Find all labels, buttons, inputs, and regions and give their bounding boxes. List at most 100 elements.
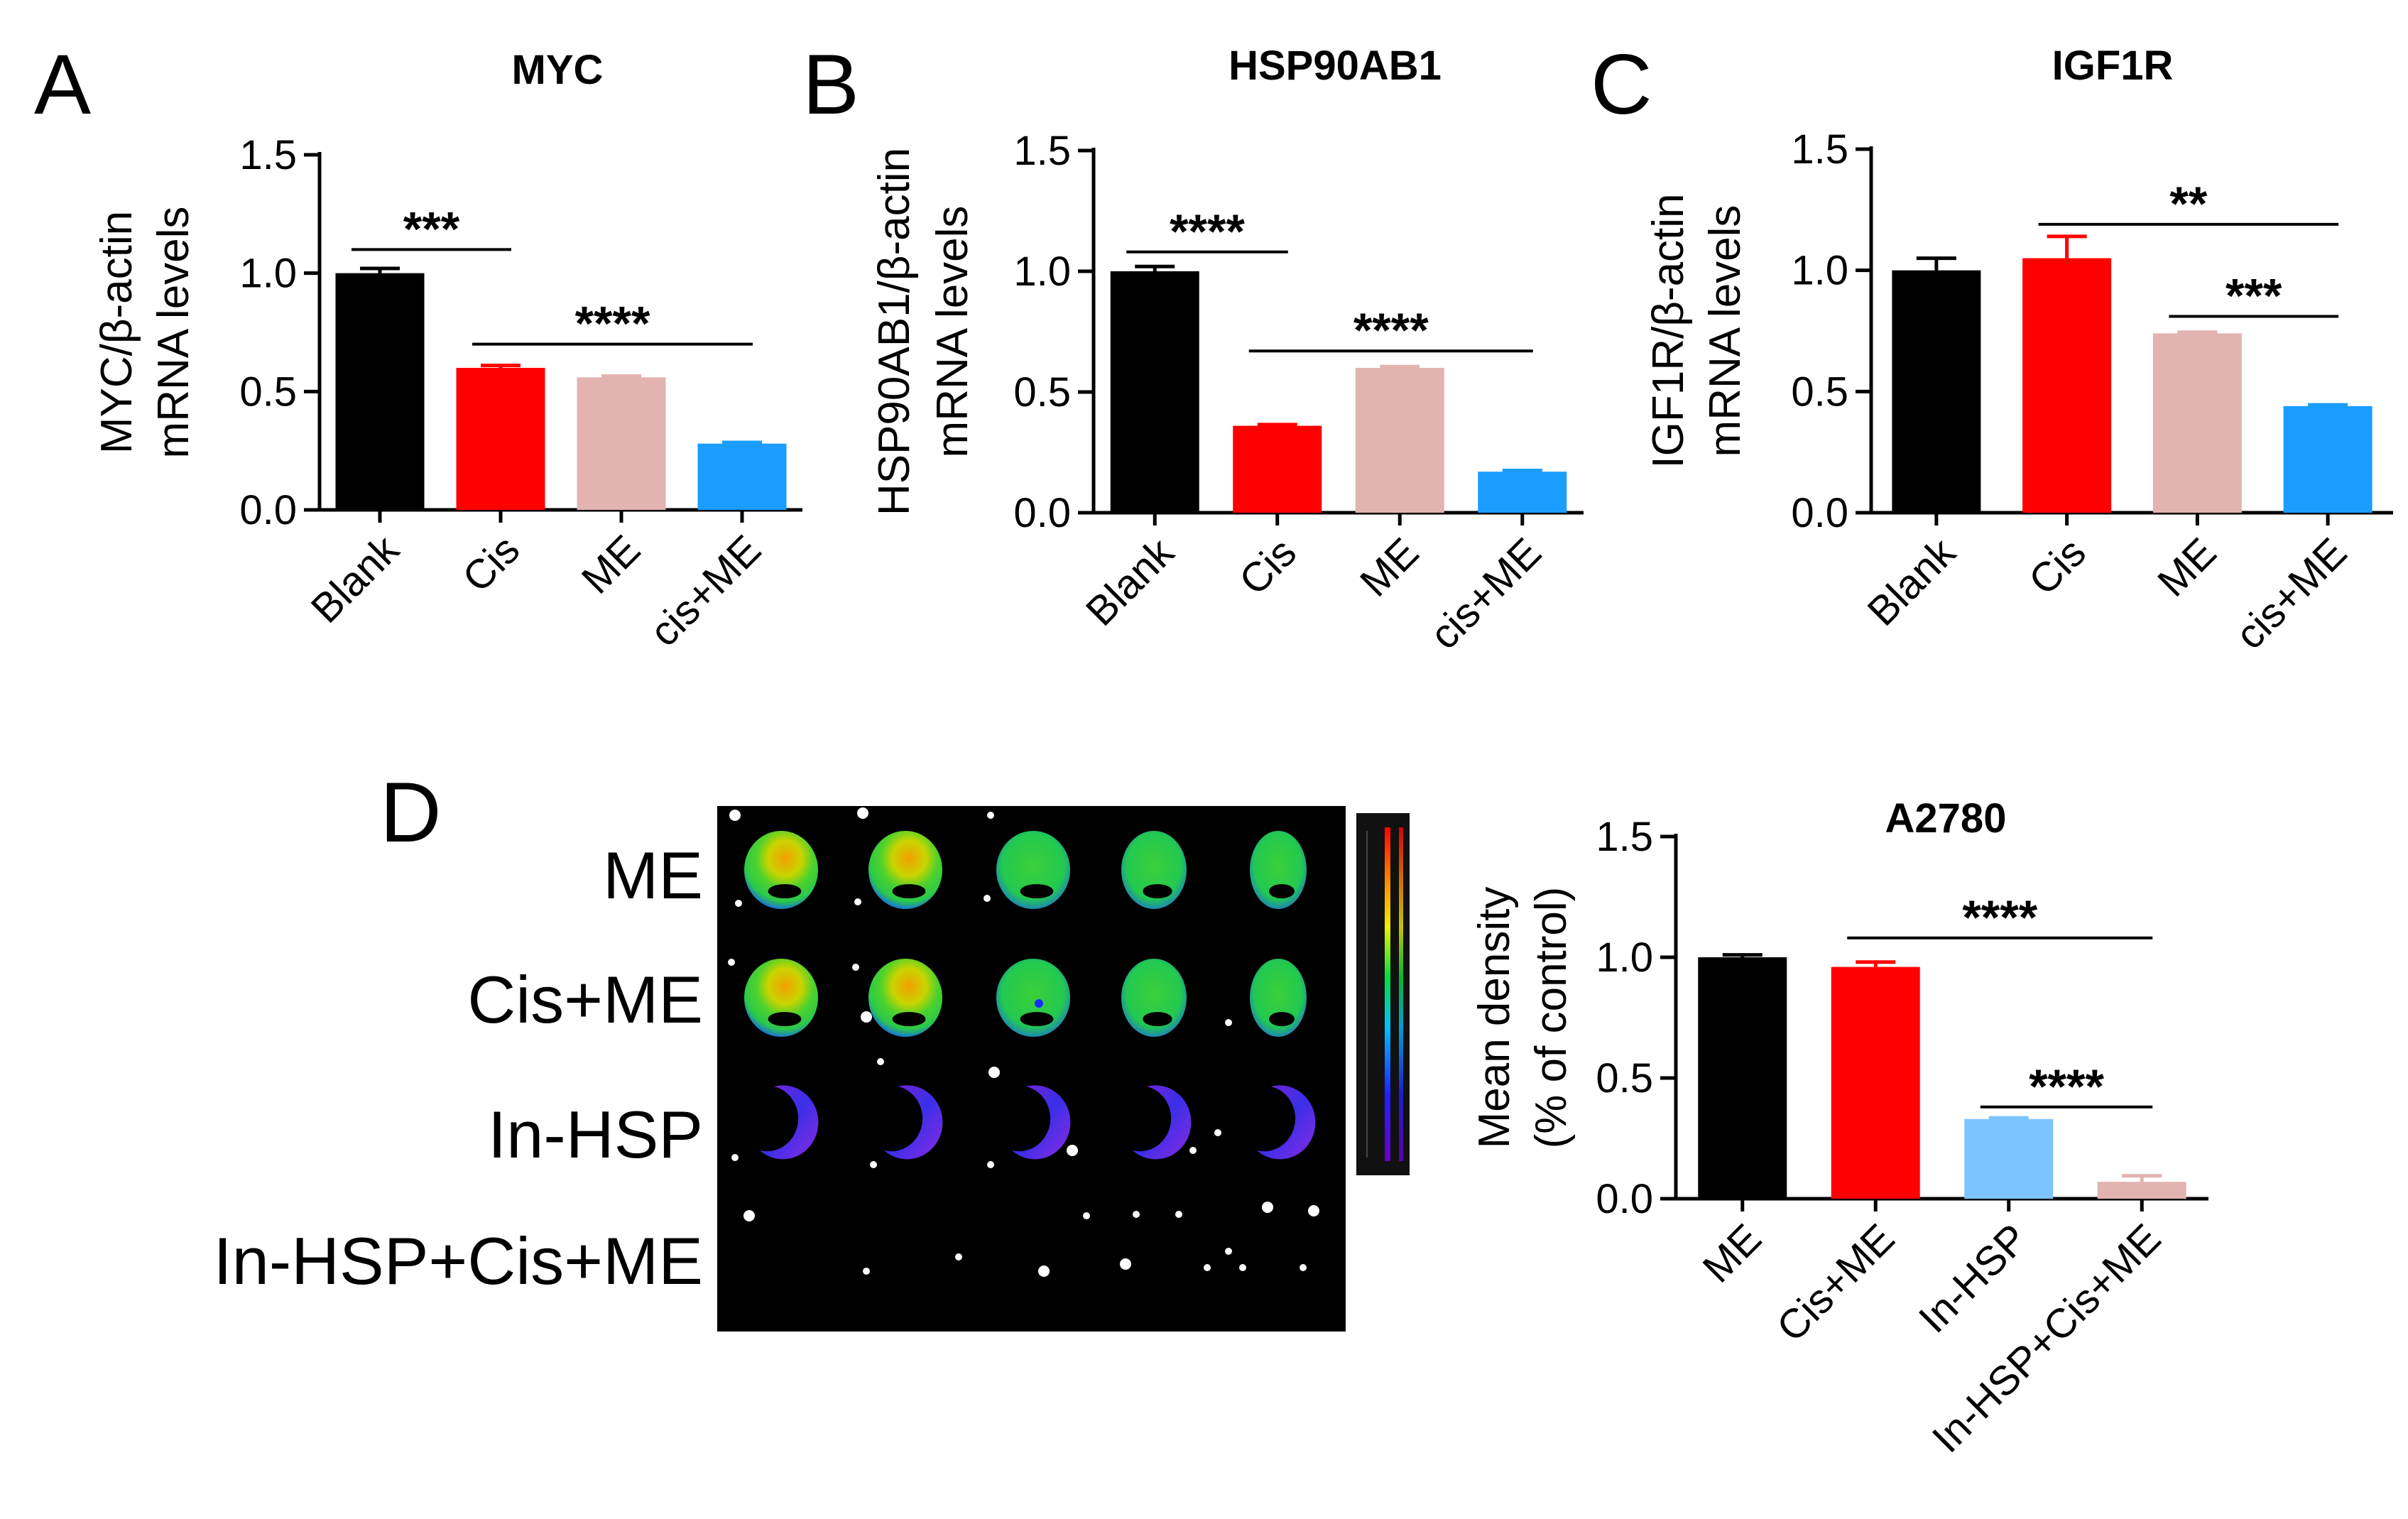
chart-hsp90ab1: HSP90AB1 HSP90AB1/β-actin mRNA levels 0.0 0.… bbox=[870, 43, 1584, 658]
y-tick-label: 0.5 bbox=[1013, 369, 1071, 415]
x-tick-label: cis+ME bbox=[2227, 529, 2356, 658]
significance-label: *** bbox=[2226, 269, 2282, 323]
y-tick-label: 0.0 bbox=[1013, 490, 1071, 536]
significance-label: **** bbox=[1170, 205, 1245, 258]
imaging-well-crescent bbox=[1012, 1085, 1071, 1160]
bar-blank bbox=[1110, 271, 1199, 513]
imaging-speckle bbox=[1300, 1264, 1307, 1271]
x-tick-label: cis+ME bbox=[1421, 529, 1550, 658]
imaging-well-notch bbox=[1143, 884, 1172, 898]
significance-label: **** bbox=[1962, 891, 2037, 944]
imaging-panel bbox=[717, 806, 1410, 1332]
imaging-row-label-cis-me: Cis+ME bbox=[467, 962, 703, 1037]
imaging-speckle bbox=[984, 895, 991, 902]
chart-myc: MYC MYC/β-actin mRNA levels 0.0 0.5 1.0 1.5 Bla… bbox=[92, 47, 802, 655]
bar-me bbox=[1698, 957, 1787, 1199]
imaging-speckle bbox=[1262, 1202, 1273, 1213]
x-tick-label: Cis bbox=[454, 526, 528, 601]
imaging-well-notch bbox=[1269, 884, 1295, 898]
bar-in-hsp bbox=[1964, 1118, 2054, 1199]
imaging-speckle bbox=[988, 1067, 1000, 1078]
imaging-speckle bbox=[1083, 1212, 1090, 1219]
bar-cis-me bbox=[697, 443, 787, 510]
imaging-speckle bbox=[1239, 1264, 1246, 1271]
imaging-row-label-in-hsp-cis-me: In-HSP+Cis+ME bbox=[213, 1224, 703, 1298]
imaging-speckle bbox=[987, 1161, 994, 1168]
imaging-well-dot bbox=[1035, 999, 1043, 1008]
x-tick-label: Blank bbox=[303, 526, 408, 632]
imaging-speckle bbox=[1120, 1258, 1131, 1270]
imaging-speckle bbox=[857, 807, 868, 819]
y-tick-label: 1.0 bbox=[1596, 935, 1653, 981]
y-tick-label: 1.5 bbox=[239, 132, 297, 178]
color-scale-bar bbox=[1356, 813, 1410, 1175]
y-axis-label: mRNA levels bbox=[928, 206, 977, 458]
bar-cis bbox=[1233, 425, 1322, 513]
significance-label: **** bbox=[2029, 1060, 2104, 1114]
imaging-row-label-in-hsp: In-HSP bbox=[488, 1097, 703, 1172]
y-tick-label: 1.5 bbox=[1013, 128, 1071, 174]
y-tick-label: 1.0 bbox=[1791, 248, 1848, 294]
x-tick-label: cis+ME bbox=[641, 526, 770, 655]
x-tick-label: ME bbox=[1694, 1215, 1770, 1291]
imaging-speckle bbox=[1189, 1147, 1197, 1154]
y-axis-label: HSP90AB1/β-actin bbox=[870, 148, 919, 516]
x-tick-label: ME bbox=[2149, 529, 2225, 605]
imaging-well-crescent bbox=[760, 1085, 819, 1160]
y-axis-label: Mean density bbox=[1470, 887, 1519, 1149]
imaging-speckle bbox=[863, 1268, 870, 1275]
bar-cis-me bbox=[1831, 967, 1920, 1199]
imaging-spots bbox=[728, 807, 1319, 1277]
y-axis-label: mRNA levels bbox=[1701, 205, 1750, 457]
imaging-speckle bbox=[735, 900, 742, 907]
imaging-speckle bbox=[731, 1154, 739, 1161]
y-axis-label: (% of control) bbox=[1527, 887, 1576, 1149]
imaging-well-notch bbox=[1143, 1012, 1172, 1026]
imaging-row-label-me: ME bbox=[603, 838, 703, 913]
bar-me bbox=[1355, 368, 1444, 513]
bar-me bbox=[2152, 333, 2242, 513]
imaging-speckle bbox=[852, 964, 859, 971]
y-axis-label: MYC/β-actin bbox=[92, 211, 141, 454]
chart-a2780: A2780 Mean density (% of control) 0.0 0.5 1.0… bbox=[1470, 795, 2208, 1461]
imaging-speckle bbox=[861, 1011, 872, 1023]
imaging-speckle bbox=[728, 959, 735, 966]
y-axis-label: IGF1R/β-actin bbox=[1644, 193, 1693, 468]
panel-label-a: A bbox=[34, 37, 91, 132]
x-tick-label: Blank bbox=[1859, 529, 1965, 635]
chart-igf1r: IGF1R IGF1R/β-actin mRNA levels 0.0 0.5 1.0 1.… bbox=[1644, 43, 2393, 658]
x-tick-label: Blank bbox=[1077, 529, 1183, 635]
imaging-speckle bbox=[1204, 1264, 1211, 1271]
significance-label: ** bbox=[2169, 177, 2207, 231]
bar-cis bbox=[2022, 258, 2112, 513]
imaging-well-notch bbox=[1020, 1012, 1054, 1026]
imaging-speckle bbox=[729, 810, 741, 821]
imaging-well-crescent bbox=[884, 1085, 943, 1160]
chart-title: IGF1R bbox=[2052, 43, 2174, 89]
y-tick-label: 0.0 bbox=[1791, 490, 1848, 536]
imaging-blobs bbox=[744, 831, 1316, 1160]
bar-cis-me bbox=[1478, 472, 1567, 513]
significance-label: *** bbox=[403, 202, 460, 256]
y-tick-label: 0.5 bbox=[1596, 1055, 1653, 1101]
chart-title: A2780 bbox=[1885, 795, 2007, 842]
imaging-well-crescent bbox=[1133, 1085, 1192, 1160]
imaging-well-notch bbox=[768, 1012, 802, 1026]
bar-in-hsp-cis-me bbox=[2097, 1182, 2186, 1199]
imaging-speckle bbox=[955, 1253, 962, 1261]
y-tick-label: 0.0 bbox=[1596, 1176, 1653, 1222]
imaging-well-notch bbox=[1020, 884, 1054, 898]
x-tick-label: Cis bbox=[2020, 529, 2095, 604]
imaging-speckle bbox=[854, 898, 861, 905]
panel-label-b: B bbox=[802, 37, 859, 132]
x-tick-label: Cis bbox=[1231, 529, 1305, 604]
imaging-well-notch bbox=[768, 884, 802, 898]
y-tick-label: 1.5 bbox=[1791, 126, 1848, 173]
imaging-speckle bbox=[1067, 1145, 1078, 1156]
y-tick-label: 1.0 bbox=[239, 251, 297, 297]
panel-label-c: C bbox=[1591, 37, 1652, 132]
imaging-speckle bbox=[1225, 1019, 1232, 1026]
panel-label-d: D bbox=[380, 765, 442, 860]
imaging-well-crescent bbox=[1257, 1085, 1316, 1160]
